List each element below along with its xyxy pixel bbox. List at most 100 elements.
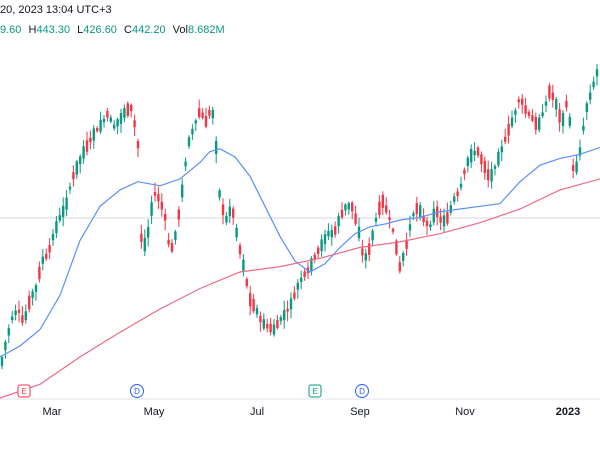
ohlc-volume: Vol8.682M — [172, 24, 225, 36]
candle-body — [459, 183, 463, 188]
candle-body — [4, 341, 7, 351]
candle-body — [538, 117, 541, 130]
candle-body — [174, 231, 177, 240]
candle-body — [14, 310, 17, 316]
candle-body — [7, 328, 10, 336]
candle-body — [266, 324, 269, 329]
candle-body — [412, 213, 415, 217]
candle-body — [194, 120, 197, 124]
ohlc-legend: 9.60 H443.30 L426.60 C442.20 Vol8.682M — [0, 24, 229, 36]
candle-body — [235, 227, 238, 238]
x-tick-label: Jul — [250, 406, 264, 418]
candle-body — [242, 259, 245, 271]
candle-body — [385, 205, 388, 213]
candle-body — [225, 215, 228, 223]
candle-body — [405, 239, 408, 249]
candle-body — [497, 151, 500, 166]
chart-title: 20, 2023 13:04 UTC+3 — [0, 4, 112, 16]
candle-body — [419, 205, 422, 218]
candle-body — [493, 166, 497, 169]
candle-body — [167, 240, 170, 245]
candle-body — [381, 194, 384, 208]
dividend-marker — [130, 384, 144, 398]
candle-body — [572, 164, 575, 171]
candle-body — [303, 271, 306, 277]
candle-body — [470, 149, 473, 163]
candle-body — [317, 247, 320, 254]
candle-body — [262, 319, 265, 329]
candle-body — [208, 109, 211, 116]
candle-body — [221, 204, 225, 216]
candle-body — [368, 243, 371, 255]
candle-body — [276, 320, 279, 329]
candle-body — [327, 230, 330, 237]
candle-body — [255, 308, 259, 315]
candle-body — [106, 110, 109, 118]
event-marker-label: E — [312, 387, 317, 396]
candle-body — [391, 228, 395, 232]
candle-body — [565, 100, 568, 108]
chart-header: 20, 2023 13:04 UTC+3 9.60 H443.30 L426.6… — [0, 0, 600, 42]
candle-body — [357, 226, 361, 239]
grid-layer — [0, 217, 600, 400]
candle-body — [378, 201, 381, 216]
candle-body — [191, 128, 194, 135]
candle-body — [510, 117, 514, 127]
candle-body — [259, 315, 262, 323]
candle-body — [456, 191, 459, 196]
candle-body — [136, 141, 140, 149]
earnings-marker — [17, 384, 31, 398]
candle-body — [432, 208, 435, 223]
candle-body — [113, 124, 116, 129]
candle-body — [524, 105, 527, 114]
candle-body — [436, 206, 439, 218]
candle-body — [473, 150, 476, 156]
candle-body — [592, 81, 595, 88]
candle-body — [116, 119, 119, 127]
candle-body — [252, 299, 255, 312]
ohlc-high: H443.30 — [28, 24, 71, 36]
candle-body — [31, 291, 34, 298]
candle-body — [99, 119, 102, 132]
event-marker-label: E — [21, 387, 26, 396]
candle-body — [164, 213, 167, 221]
candle-body — [245, 279, 248, 287]
candle-body — [62, 205, 65, 217]
candle-body — [75, 161, 78, 175]
candle-body — [133, 120, 136, 128]
candle-body — [51, 233, 55, 241]
candle-body — [272, 324, 276, 335]
candle-body — [422, 216, 425, 223]
candle-body — [425, 220, 429, 227]
candle-body — [300, 277, 303, 283]
candle-body — [310, 258, 313, 272]
candle-body — [215, 140, 218, 154]
candle-body — [38, 266, 41, 280]
candle-body — [24, 311, 27, 321]
candle-body — [330, 229, 333, 238]
candle-body — [320, 239, 323, 252]
candle-body — [337, 215, 340, 227]
candle-body — [429, 224, 432, 228]
candle-body — [388, 217, 391, 221]
candle-body — [483, 160, 486, 174]
candle-body — [157, 194, 160, 202]
candle-body — [398, 262, 401, 272]
candle-body — [184, 161, 187, 167]
ma-fast-line — [0, 146, 600, 358]
candle-body — [442, 215, 446, 227]
x-tick-label: Nov — [455, 406, 475, 418]
candle-body — [548, 85, 551, 99]
dividend-marker — [355, 384, 369, 398]
candle-body — [123, 108, 126, 118]
candle-body — [551, 92, 554, 100]
candle-body — [517, 99, 520, 103]
candle-body — [153, 191, 157, 196]
candle-body — [578, 147, 582, 156]
candle-body — [48, 245, 51, 253]
candle-body — [201, 112, 204, 118]
candle-body — [480, 154, 483, 165]
candle-body — [211, 109, 214, 119]
